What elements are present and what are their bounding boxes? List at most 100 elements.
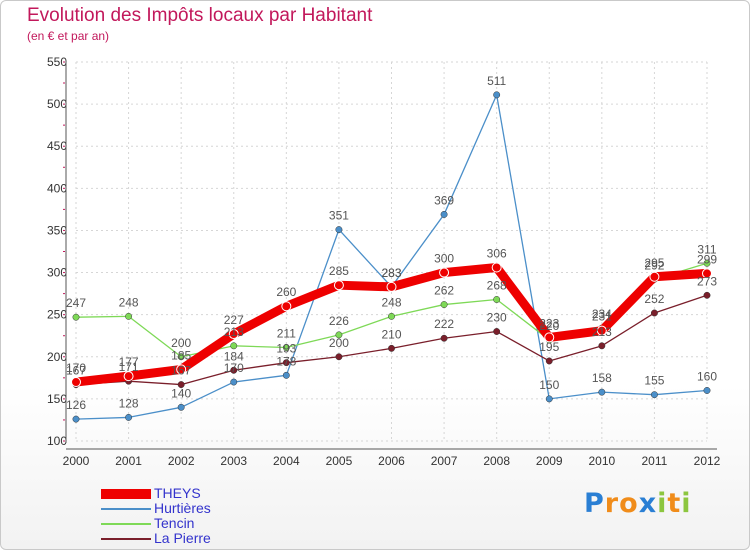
data-label: 283 [381, 266, 401, 280]
data-label: 300 [434, 252, 454, 266]
data-label: 195 [539, 340, 559, 354]
y-tick-label: 400 [47, 181, 67, 195]
legend-swatch [101, 538, 151, 540]
data-label: 306 [487, 247, 507, 261]
data-label: 171 [119, 360, 139, 374]
data-label: 248 [381, 295, 401, 309]
data-label: 167 [66, 364, 86, 378]
label-layer: 126 128 140 170 178 351 283 369 511 150 158 155 160 2… [66, 74, 717, 412]
data-point [598, 388, 606, 396]
data-point [125, 312, 133, 320]
data-label: 231 [592, 310, 612, 324]
data-label: 252 [644, 292, 664, 306]
data-label: 295 [644, 256, 664, 270]
data-label: 150 [539, 378, 559, 392]
data-label: 184 [224, 349, 244, 363]
data-label: 200 [171, 336, 191, 350]
data-point [230, 366, 238, 374]
data-label: 213 [224, 325, 244, 339]
data-label: 230 [487, 311, 507, 325]
series-layer [71, 91, 712, 423]
data-label: 170 [224, 361, 244, 375]
y-tick-label: 150 [47, 392, 67, 406]
x-tick-label: 2000 [63, 454, 90, 468]
data-point [650, 309, 658, 317]
data-point [230, 342, 238, 350]
data-point [72, 415, 80, 423]
data-label: 247 [66, 296, 86, 310]
data-point [386, 281, 397, 292]
logo-letter: r [604, 488, 620, 519]
proxiti-logo: Proxiti [584, 488, 692, 519]
legend-label: THEYS [154, 485, 201, 501]
y-tick-label: 500 [47, 97, 67, 111]
x-tick-label: 2002 [168, 454, 195, 468]
data-label: 167 [171, 364, 191, 378]
data-point [388, 344, 395, 352]
data-point [544, 332, 555, 343]
data-point [176, 364, 187, 375]
data-point [493, 91, 501, 99]
y-tick-label: 350 [47, 223, 67, 237]
data-point [703, 259, 711, 267]
data-label: 211 [277, 327, 296, 341]
data-point [491, 262, 502, 273]
y-tick-label: 450 [47, 139, 67, 153]
data-label: 351 [329, 209, 349, 223]
data-point [335, 353, 343, 361]
chart-subtitle: (en € et par an) [27, 29, 110, 43]
data-label: 185 [171, 348, 191, 362]
x-tick-label: 2004 [273, 454, 300, 468]
y-tick-label: 100 [47, 434, 67, 448]
data-point [123, 371, 134, 382]
data-label: 155 [644, 374, 664, 388]
data-label: 213 [592, 325, 612, 339]
y-tick-label: 300 [47, 266, 67, 280]
x-tick-label: 2007 [431, 454, 458, 468]
data-label: 299 [697, 252, 717, 266]
data-label: 369 [434, 193, 454, 207]
data-label: 220 [539, 319, 559, 333]
x-tick-label: 2005 [326, 454, 353, 468]
legend-label: La Pierre [154, 530, 211, 546]
data-point [177, 353, 185, 361]
data-point [282, 371, 290, 379]
logo-letter: P [584, 488, 605, 519]
data-label: 160 [697, 369, 717, 383]
x-tick-label: 2008 [483, 454, 510, 468]
data-point [703, 291, 711, 299]
legend-label: Hurtières [154, 500, 211, 516]
x-tick-label: 2006 [378, 454, 405, 468]
data-point [335, 331, 343, 339]
logo-letter: i [657, 488, 668, 519]
data-label: 283 [381, 266, 401, 280]
data-label: 210 [381, 327, 401, 341]
x-tick-label: 2010 [588, 454, 615, 468]
data-label: 200 [329, 336, 349, 350]
data-point [177, 403, 185, 411]
data-label: 226 [329, 314, 349, 328]
data-label: 140 [171, 386, 191, 400]
data-point [282, 359, 290, 367]
data-label: 268 [487, 279, 507, 293]
x-tick-label: 2003 [220, 454, 247, 468]
data-label: 248 [119, 295, 139, 309]
y-tick-label: 250 [47, 308, 67, 322]
data-label: 311 [697, 242, 716, 256]
data-label: 223 [539, 316, 559, 330]
logo-letter: x [638, 488, 658, 519]
data-point [335, 226, 343, 234]
data-point [439, 267, 450, 278]
data-point [493, 328, 501, 335]
data-label: 178 [276, 354, 296, 368]
data-point [228, 329, 239, 340]
data-point [282, 344, 290, 351]
data-point [72, 313, 80, 321]
data-point [388, 312, 395, 320]
data-label: 126 [66, 398, 86, 412]
data-point [71, 377, 81, 388]
data-label: 262 [434, 284, 454, 298]
chart-title: Evolution des Impôts locaux par Habitant [27, 5, 373, 26]
